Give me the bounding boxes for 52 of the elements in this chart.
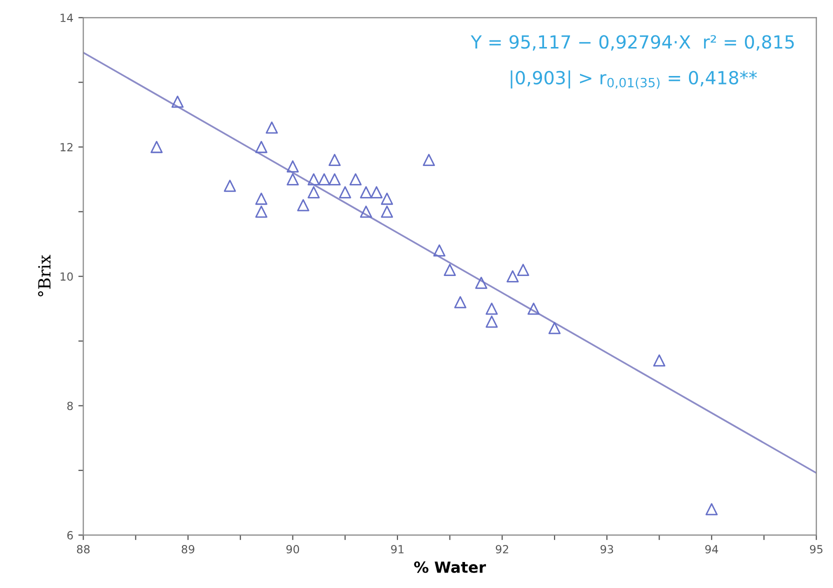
point: [360, 186, 372, 198]
point: [328, 173, 341, 186]
point: [255, 192, 268, 205]
y-axis-title: °Brix: [38, 254, 50, 296]
point: [150, 140, 163, 154]
point: [308, 173, 320, 186]
point: [318, 173, 330, 186]
y-tick-label: 6: [67, 531, 73, 540]
annotation: Y = 95,117 − 0,92794·X r² = 0,815: [470, 35, 794, 51]
x-tick-label: 93: [600, 545, 614, 554]
x-tick-label: 95: [810, 545, 822, 554]
x-tick-label: 91: [391, 545, 404, 554]
point: [517, 264, 530, 276]
annotation: |0,903| > r$_{0,01(35)}$ = 0,418**: [510, 70, 757, 89]
point: [433, 244, 446, 257]
x-tick-label: 92: [496, 545, 508, 554]
point: [380, 192, 394, 205]
x-axis-title: % Water: [414, 561, 486, 573]
point: [286, 160, 299, 172]
point: [506, 270, 519, 282]
point: [350, 173, 362, 186]
point: [286, 173, 299, 186]
point: [224, 180, 236, 192]
point: [528, 302, 540, 315]
x-tick-label: 88: [76, 545, 90, 554]
point: [360, 206, 372, 218]
point: [297, 199, 310, 212]
point: [653, 354, 666, 367]
point: [308, 186, 320, 198]
point: [255, 206, 268, 218]
point: [475, 276, 488, 289]
y-tick-label: 12: [60, 142, 72, 152]
point: [706, 503, 718, 516]
point: [422, 154, 435, 166]
y-tick-label: 14: [60, 14, 73, 22]
point: [548, 322, 561, 334]
x-tick-label: 89: [182, 545, 194, 554]
point: [444, 264, 456, 276]
point: [486, 316, 498, 328]
x-tick-label: 94: [705, 545, 718, 554]
y-tick-label: 8: [67, 402, 73, 410]
point: [454, 296, 466, 308]
point: [339, 186, 352, 198]
point: [171, 96, 184, 108]
point: [370, 186, 383, 198]
point: [380, 206, 394, 218]
point: [255, 140, 268, 154]
y-tick-label: 10: [60, 272, 73, 281]
x-tick-label: 90: [286, 545, 300, 554]
point: [486, 302, 498, 315]
point: [266, 122, 278, 134]
point: [328, 154, 341, 166]
